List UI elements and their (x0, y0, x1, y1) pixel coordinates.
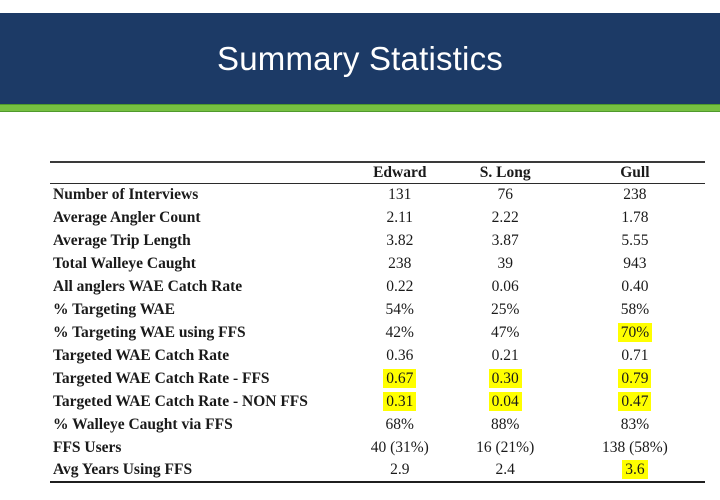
cell-value: 2.9 (390, 461, 410, 478)
cell-value: 2.11 (386, 208, 414, 226)
highlighted-value: 0.31 (383, 391, 417, 411)
table-row: All anglers WAE Catch Rate 0.22 0.06 0.40 (50, 275, 705, 298)
row-label: Avg Years Using FFS (53, 461, 193, 478)
cell-value: 238 (623, 185, 647, 203)
cell-value: 16 (21%) (476, 438, 535, 456)
cell-value: 138 (58%) (601, 438, 668, 456)
table-row: % Targeting WAE 54% 25% 58% (50, 298, 705, 321)
row-label: Targeted WAE Catch Rate - FFS (53, 369, 270, 387)
cell-value: 0.31 (354, 390, 446, 413)
row-label: % Targeting WAE (53, 300, 176, 318)
table-row: Average Angler Count 2.11 2.22 1.78 (50, 206, 705, 229)
cell-value: 3.6 (565, 459, 705, 482)
highlighted-value: 70% (617, 322, 653, 342)
row-label: Targeted WAE Catch Rate - NON FFS (53, 392, 308, 410)
cell-value: 0.21 (491, 346, 519, 364)
cell-value: 54% (385, 300, 414, 318)
table-row: Total Walleye Caught 238 39 943 (50, 252, 705, 275)
accent-bar (0, 104, 720, 112)
cell-value: 25% (491, 300, 520, 318)
highlighted-value: 0.79 (618, 368, 652, 388)
cell-value: 39 (497, 254, 513, 272)
cell-value: 0.40 (621, 277, 649, 295)
cell-value: 0.06 (491, 277, 519, 295)
table-row: Targeted WAE Catch Rate - FFS 0.67 0.30 0.7… (50, 367, 705, 390)
cell-value: 88% (491, 415, 520, 433)
table-row: Average Trip Length 3.82 3.87 5.55 (50, 229, 705, 252)
table-row: % Walleye Caught via FFS 68% 88% 83% (50, 413, 705, 436)
cell-value: 0.71 (621, 346, 649, 364)
highlighted-value: 0.67 (383, 368, 417, 388)
cell-value: 5.55 (621, 231, 649, 249)
table-header-row: Edward S. Long Gull (50, 162, 705, 184)
slide-title-band: Summary Statistics (0, 13, 720, 104)
cell-value: 42% (385, 323, 414, 341)
cell-value: 2.4 (495, 461, 515, 478)
cell-value: 1.78 (621, 208, 649, 226)
table-row: FFS Users 40 (31%) 16 (21%) 138 (58%) (50, 436, 705, 459)
column-header-s-long: S. Long (445, 162, 565, 184)
slide-title: Summary Statistics (217, 39, 503, 77)
highlighted-value: 0.30 (488, 368, 522, 388)
cell-value: 0.47 (565, 390, 705, 413)
cell-value: 47% (491, 323, 520, 341)
cell-value: 0.30 (446, 367, 565, 390)
cell-value: 0.36 (386, 346, 414, 364)
cell-value: 0.67 (354, 367, 446, 390)
row-label: Average Angler Count (53, 208, 201, 226)
row-label: % Targeting WAE using FFS (53, 323, 246, 341)
cell-value: 238 (388, 254, 412, 272)
table-row: Targeted WAE Catch Rate 0.36 0.21 0.71 (50, 344, 705, 367)
row-label: Average Trip Length (53, 231, 191, 249)
table-row: Targeted WAE Catch Rate - NON FFS 0.31 0.0… (50, 390, 705, 413)
cell-value: 70% (565, 321, 705, 344)
row-label: % Walleye Caught via FFS (53, 415, 233, 433)
cell-value: 3.87 (491, 231, 519, 249)
highlighted-value: 0.04 (488, 391, 522, 411)
summary-statistics-table: Edward S. Long Gull Number of Interviews… (50, 161, 705, 483)
column-header-gull: Gull (564, 162, 705, 184)
row-label: FFS Users (53, 438, 122, 456)
cell-value: 0.04 (446, 390, 565, 413)
table-row: % Targeting WAE using FFS 42% 47% 70% (50, 321, 705, 344)
table-row: Avg Years Using FFS 2.9 2.4 3.6 (50, 459, 705, 482)
table-body: Number of Interviews 131 76 238 Average Angl… (50, 183, 705, 482)
cell-value: 76 (497, 185, 513, 203)
table-row: Number of Interviews 131 76 238 (50, 183, 705, 206)
highlighted-value: 3.6 (622, 460, 648, 479)
cell-value: 40 (31%) (370, 438, 429, 456)
cell-value: 943 (623, 254, 647, 272)
cell-value: 83% (620, 415, 650, 433)
cell-value: 0.79 (565, 367, 705, 390)
cell-value: 0.22 (386, 277, 414, 295)
column-header-edward: Edward (353, 162, 446, 184)
column-header-blank (50, 162, 354, 184)
cell-value: 2.22 (491, 208, 519, 226)
row-label: All anglers WAE Catch Rate (53, 277, 243, 295)
cell-value: 131 (388, 185, 412, 203)
row-label: Targeted WAE Catch Rate (53, 346, 230, 364)
cell-value: 58% (620, 300, 650, 318)
row-label: Total Walleye Caught (53, 254, 196, 272)
highlighted-value: 0.47 (618, 391, 652, 411)
cell-value: 3.82 (386, 231, 414, 249)
row-label: Number of Interviews (53, 185, 199, 203)
cell-value: 68% (385, 415, 414, 433)
